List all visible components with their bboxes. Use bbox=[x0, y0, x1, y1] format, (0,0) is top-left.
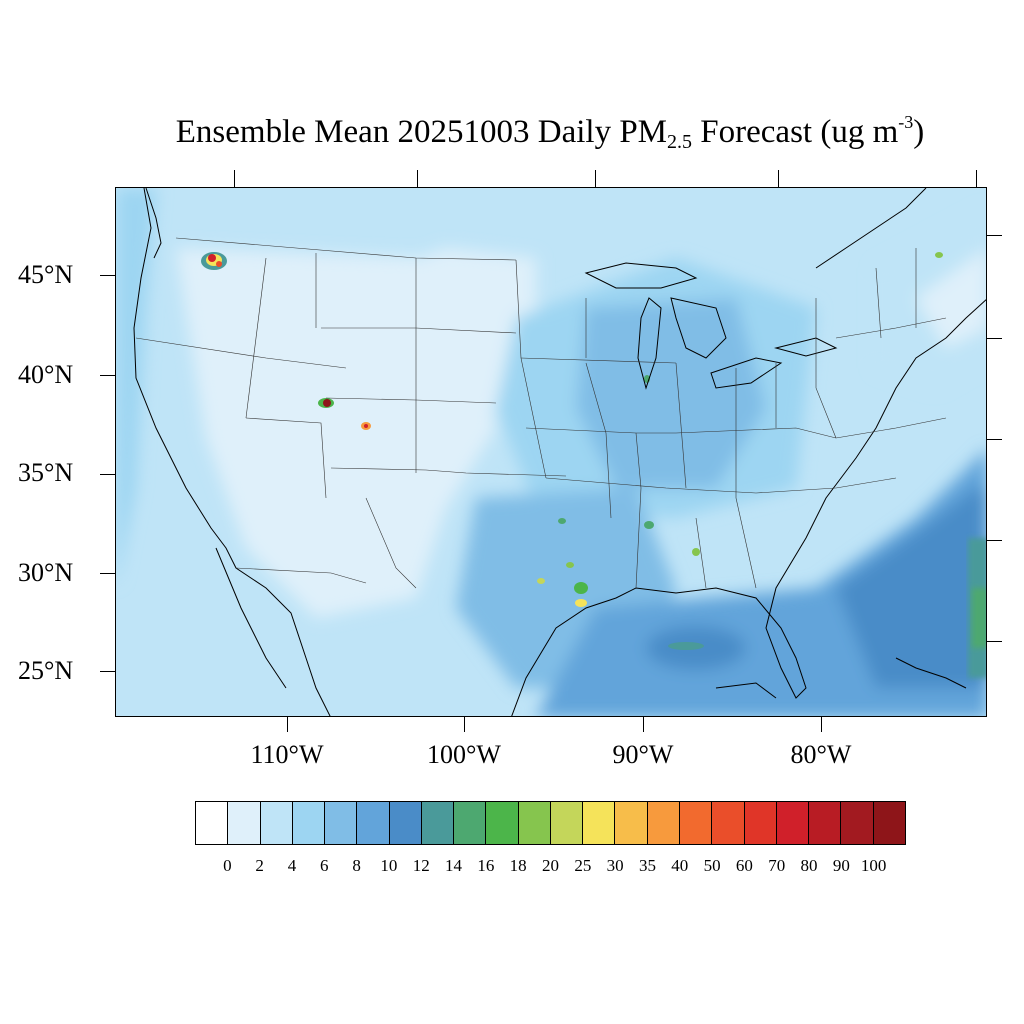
map-panel bbox=[115, 187, 987, 717]
lon-label-110w: 110°W bbox=[250, 740, 324, 769]
title-prefix: Ensemble Mean 20251003 Daily PM bbox=[175, 114, 668, 150]
colorbar-swatch bbox=[421, 802, 455, 844]
colorbar-level-label: 30 bbox=[606, 856, 624, 875]
colorbar-level-label: 8 bbox=[352, 856, 361, 875]
colorbar-swatch bbox=[615, 802, 648, 844]
colorbar-swatch bbox=[583, 802, 616, 844]
colorbar-swatch bbox=[647, 802, 680, 844]
lat-label-45n: 45°N bbox=[18, 260, 74, 289]
lat-tick-25n bbox=[100, 671, 115, 672]
lon-tick-110w bbox=[287, 717, 288, 732]
colorbar-level-label: 14 bbox=[445, 856, 463, 875]
colorbar-level-label: 18 bbox=[509, 856, 527, 875]
state-boundaries bbox=[135, 237, 947, 589]
top-tick bbox=[417, 170, 418, 187]
colorbar-level-label: 0 bbox=[223, 856, 232, 875]
lon-tick-90w bbox=[643, 717, 644, 732]
fire-hotspots bbox=[201, 252, 943, 650]
lat-tick-45n bbox=[100, 275, 115, 276]
great-lakes bbox=[584, 262, 838, 390]
colorbar-swatch bbox=[357, 802, 390, 844]
colorbar-level-label: 6 bbox=[320, 856, 329, 875]
colorbar bbox=[195, 801, 906, 845]
colorbar-level-label: 40 bbox=[671, 856, 689, 875]
colorbar-swatch bbox=[389, 802, 422, 844]
colorbar-level-label: 100 bbox=[860, 856, 887, 875]
lon-tick-80w bbox=[821, 717, 822, 732]
colorbar-level-label: 90 bbox=[832, 856, 850, 875]
lon-label-80w: 80°W bbox=[790, 740, 852, 769]
right-tick bbox=[987, 540, 1002, 541]
colorbar-swatch bbox=[228, 802, 261, 844]
colorbar-level-label: 70 bbox=[768, 856, 786, 875]
lat-tick-40n bbox=[100, 375, 115, 376]
colorbar-level-label: 80 bbox=[800, 856, 818, 875]
colorbar-level-label: 10 bbox=[380, 856, 398, 875]
map-title: Ensemble Mean 20251003 Daily PM2.5 Forec… bbox=[0, 112, 1024, 154]
title-middle: Forecast (ug m bbox=[692, 114, 899, 150]
lat-tick-30n bbox=[100, 573, 115, 574]
colorbar-level-label: 60 bbox=[735, 856, 753, 875]
lat-label-30n: 30°N bbox=[18, 558, 74, 587]
lat-label-35n: 35°N bbox=[18, 458, 74, 487]
title-superscript: -3 bbox=[898, 112, 914, 132]
colorbar-swatch bbox=[518, 802, 551, 844]
lon-tick-100w bbox=[464, 717, 465, 732]
colorbar-level-label: 35 bbox=[638, 856, 656, 875]
top-tick bbox=[778, 170, 779, 187]
lon-label-100w: 100°W bbox=[427, 740, 501, 769]
colorbar-swatch bbox=[196, 802, 229, 844]
lon-label-90w: 90°W bbox=[612, 740, 674, 769]
colorbar-level-label: 12 bbox=[412, 856, 430, 875]
colorbar-level-label: 25 bbox=[574, 856, 592, 875]
top-tick bbox=[234, 170, 235, 187]
title-subscript: 2.5 bbox=[667, 131, 693, 153]
colorbar-swatch bbox=[712, 802, 745, 844]
colorbar-swatch bbox=[776, 802, 810, 844]
right-tick bbox=[987, 439, 1002, 440]
right-tick bbox=[987, 338, 1002, 339]
lat-tick-35n bbox=[100, 474, 115, 475]
colorbar-swatch bbox=[679, 802, 713, 844]
colorbar-level-label: 4 bbox=[287, 856, 297, 875]
colorbar-swatch bbox=[325, 802, 358, 844]
colorbar-level-label: 20 bbox=[542, 856, 559, 875]
top-tick bbox=[595, 170, 596, 187]
colorbar-level-label: 16 bbox=[477, 856, 495, 875]
colorbar-swatch bbox=[486, 802, 519, 844]
lat-label-40n: 40°N bbox=[18, 360, 74, 389]
right-tick bbox=[987, 641, 1002, 642]
lat-label-25n: 25°N bbox=[18, 656, 74, 685]
colorbar-swatch bbox=[260, 802, 293, 844]
colorbar-level-label: 2 bbox=[255, 856, 264, 875]
title-suffix: ) bbox=[913, 114, 925, 150]
right-tick bbox=[987, 235, 1002, 236]
colorbar-swatch bbox=[809, 802, 842, 844]
pm25-concentration-map bbox=[116, 188, 986, 716]
colorbar-swatch bbox=[550, 802, 584, 844]
coastlines bbox=[133, 188, 986, 716]
colorbar-swatch bbox=[873, 802, 905, 844]
colorbar-swatch bbox=[841, 802, 874, 844]
colorbar-level-label: 50 bbox=[703, 856, 721, 875]
colorbar-swatch bbox=[744, 802, 777, 844]
colorbar-swatch bbox=[292, 802, 326, 844]
colorbar-swatch bbox=[454, 802, 487, 844]
top-tick bbox=[976, 170, 977, 187]
